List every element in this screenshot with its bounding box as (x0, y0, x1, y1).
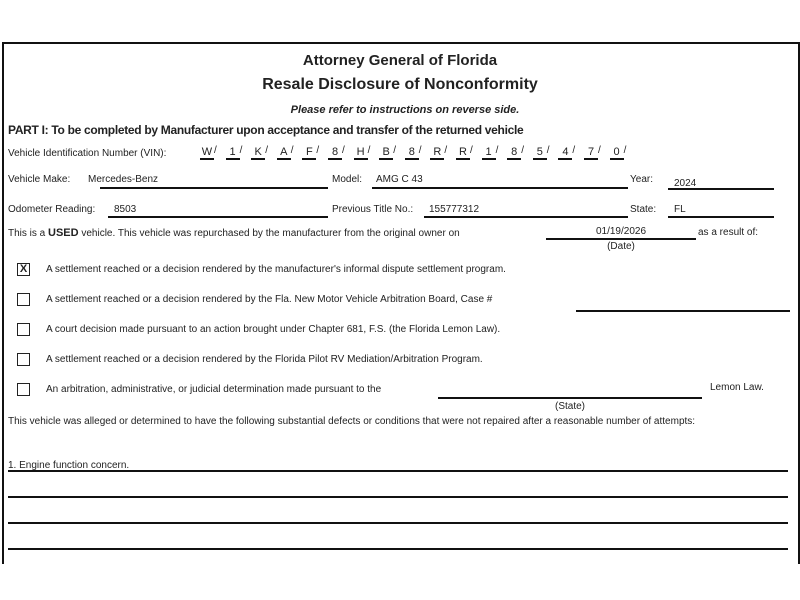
option-checkbox[interactable] (17, 323, 30, 336)
option-checkbox[interactable] (17, 293, 30, 306)
vin-separator: / (495, 145, 499, 156)
title-no-label: Previous Title No.: (332, 204, 414, 215)
model-field[interactable]: AMG C 43 (376, 174, 423, 185)
vin-char[interactable]: K (251, 146, 266, 160)
vin-char[interactable]: 8 (328, 146, 342, 160)
odometer-label: Odometer Reading: (8, 204, 96, 215)
result-of-label: as a result of: (698, 227, 759, 238)
option-label: A settlement reached or a decision rende… (46, 264, 506, 275)
vin-char[interactable]: 4 (558, 146, 573, 160)
used-statement: This is a USED vehicle. This vehicle was… (8, 227, 460, 239)
vin-separator: / (239, 145, 243, 156)
vin-separator: / (623, 145, 627, 156)
defect-1[interactable]: 1. Engine function concern. (8, 460, 130, 471)
vin-separator: / (393, 145, 396, 156)
vin-char[interactable]: 0 (609, 146, 624, 160)
vin-separator: / (342, 145, 345, 156)
form-authority: Attorney General of Florida (302, 52, 498, 69)
defects-intro: This vehicle was alleged or determined t… (8, 416, 696, 427)
state-label: State: (630, 204, 657, 215)
vin-separator: / (316, 145, 320, 156)
vin-char[interactable]: 1 (481, 146, 496, 160)
part1-heading: PART I: To be completed by Manufacturer … (8, 123, 524, 137)
vin-char[interactable]: 1 (225, 146, 240, 160)
year-label: Year: (630, 174, 653, 185)
vin-separator: / (598, 145, 601, 156)
vin-label: Vehicle Identification Number (VIN): (8, 148, 167, 159)
form-frame (2, 42, 800, 564)
option-label: A court decision made pursuant to an act… (46, 324, 501, 335)
vin-char[interactable]: 7 (584, 146, 598, 160)
option-checkbox[interactable]: X (17, 263, 30, 276)
vin-separator: / (367, 145, 371, 156)
option-checkbox[interactable] (17, 383, 30, 396)
vin-char[interactable]: 8 (404, 146, 419, 160)
vin-char[interactable]: H (353, 146, 368, 160)
vin-char[interactable]: R (430, 146, 445, 160)
vin-char[interactable]: A (276, 146, 291, 160)
vin-separator: / (470, 145, 473, 156)
form-title: Resale Disclosure of Nonconformity (262, 76, 538, 93)
make-label: Vehicle Make: (8, 174, 71, 185)
option-label: An arbitration, administrative, or judic… (46, 384, 382, 395)
model-label: Model: (332, 174, 363, 185)
odometer-field[interactable]: 8503 (114, 204, 137, 215)
state-field[interactable]: FL (674, 204, 686, 215)
vin-char[interactable]: F (302, 146, 317, 160)
vin-separator: / (290, 145, 294, 156)
vin-char[interactable]: B (379, 146, 394, 160)
vin-separator: / (572, 145, 576, 156)
form-note: Please refer to instructions on reverse … (290, 104, 520, 116)
vin-char[interactable]: 5 (532, 146, 547, 160)
year-field[interactable]: 2024 (674, 178, 697, 189)
date-caption: (Date) (607, 241, 635, 252)
option-label: A settlement reached or a decision rende… (46, 294, 493, 305)
state-caption: (State) (554, 401, 585, 412)
vin-separator: / (214, 145, 217, 156)
vin-char[interactable]: R (456, 146, 470, 160)
make-field[interactable]: Mercedes-Benz (88, 174, 159, 185)
title-no-field[interactable]: 155777312 (429, 204, 480, 215)
lemon-law-label: Lemon Law. (710, 382, 764, 393)
vin-separator: / (546, 145, 550, 156)
vin-char[interactable]: W (200, 146, 214, 160)
vin-separator: / (444, 145, 448, 156)
option-checkbox[interactable] (17, 353, 30, 366)
vin-separator: / (265, 145, 268, 156)
vin-char[interactable]: 8 (507, 146, 522, 160)
vin-separator: / (418, 145, 422, 156)
repurchase-date-field[interactable]: 01/19/2026 (595, 226, 647, 237)
option-label: A settlement reached or a decision rende… (46, 354, 483, 365)
vin-separator: / (521, 145, 524, 156)
